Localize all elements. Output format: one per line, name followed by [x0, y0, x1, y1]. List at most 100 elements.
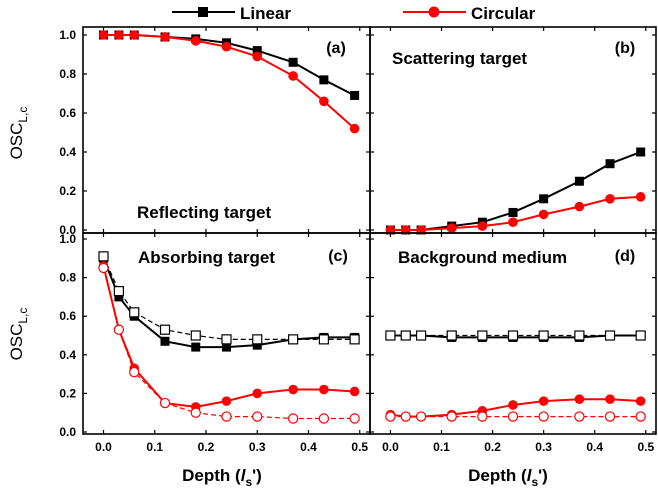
data-point [574, 394, 585, 404]
data-point [507, 330, 519, 341]
data-point [538, 209, 549, 220]
panel-frame [369, 232, 657, 435]
legend: Linear Circular [172, 4, 536, 23]
data-point [113, 324, 125, 335]
data-point [349, 386, 360, 397]
data-point [129, 307, 140, 318]
legend-circular-label: Circular [471, 4, 536, 23]
panel-1: Scattering target (b) [369, 26, 657, 235]
data-point [477, 411, 488, 422]
x-tick-label: 0.4 [586, 440, 603, 454]
series-line [102, 256, 355, 340]
data-point [160, 336, 170, 346]
data-point [114, 30, 124, 40]
data-point [221, 411, 232, 422]
data-point [252, 340, 262, 350]
x-tick-label: 0.5 [351, 440, 368, 454]
y-axis-label-top: OSCL,c [7, 107, 30, 160]
series-line [102, 267, 355, 420]
data-point [159, 324, 171, 335]
data-point [508, 217, 518, 227]
panel-title: Background medium [398, 248, 567, 267]
legend-linear-marker [198, 7, 208, 17]
data-point [288, 57, 298, 67]
series-line [390, 398, 641, 418]
data-point [190, 407, 201, 418]
legend-circular-marker [428, 6, 440, 18]
x-tick-label: 0.4 [300, 440, 317, 454]
y-tick-label: 0.4 [59, 348, 76, 362]
data-point [129, 30, 140, 40]
data-point [222, 342, 231, 352]
panel-label: (a) [326, 40, 346, 57]
data-point [635, 396, 646, 406]
data-point [98, 30, 109, 40]
data-point [287, 413, 299, 424]
data-point [349, 413, 360, 424]
y-tick-label: 0.6 [59, 106, 76, 120]
x-axis-label-left: Depth (ls') [182, 466, 262, 489]
data-point [221, 41, 232, 52]
series-line [102, 265, 355, 408]
y-tick-label: 0.2 [59, 386, 76, 400]
data-point [160, 32, 170, 42]
data-point [385, 330, 396, 341]
data-point [114, 292, 124, 302]
x-tick-label: 0.2 [198, 440, 215, 454]
data-point [538, 396, 549, 406]
data-point [415, 411, 427, 422]
data-point [605, 194, 615, 204]
data-point [191, 342, 201, 352]
y-tick-label: 0.0 [59, 425, 76, 439]
y-tick-label: 0.8 [59, 271, 76, 285]
data-point [539, 194, 549, 204]
data-point [288, 334, 299, 345]
data-point [446, 411, 457, 422]
data-point [508, 207, 518, 217]
data-point [636, 147, 646, 157]
data-point [350, 90, 360, 100]
data-point [98, 251, 109, 262]
series-line [102, 257, 355, 349]
series-line [390, 334, 641, 339]
data-point [190, 330, 201, 341]
data-point [252, 411, 263, 422]
x-tick-label: 0.0 [382, 440, 399, 454]
data-point [605, 159, 615, 169]
data-point [508, 400, 518, 410]
panel-label: (d) [615, 248, 635, 265]
data-point [349, 334, 360, 345]
data-point [574, 201, 585, 212]
data-point [538, 411, 549, 422]
data-point [318, 413, 330, 424]
data-point [635, 411, 646, 422]
data-point [477, 330, 488, 341]
y-tick-label: 1.0 [59, 232, 76, 246]
y-axis-label-bottom: OSCL,c [7, 308, 30, 361]
panel-label: (c) [328, 248, 348, 265]
data-point [319, 384, 329, 395]
panel-title: Absorbing target [138, 248, 275, 267]
x-tick-label: 0.2 [484, 440, 501, 454]
panel-label: (b) [615, 40, 635, 57]
x-tick-label: 0.3 [535, 440, 552, 454]
data-point [349, 123, 360, 134]
y-tick-label: 0.0 [59, 223, 76, 237]
data-point [605, 394, 615, 404]
data-point [635, 330, 646, 341]
data-point [129, 366, 140, 378]
panel-3: 0.0 0.1 0.2 0.3 0.4 0.5 Background medium (d) [369, 232, 657, 454]
x-tick-label: 0.1 [433, 440, 450, 454]
y-tick-label: 1.0 [59, 28, 76, 42]
panels: 0.0 0.2 0.4 0.6 0.8 1.0 Reflecting target (a) Sc… [59, 26, 657, 454]
data-point [221, 334, 232, 345]
y-tick-label: 0.4 [59, 145, 76, 159]
data-point [507, 411, 519, 422]
data-point [574, 330, 585, 341]
data-point [98, 262, 109, 274]
data-point [635, 192, 646, 202]
data-point [252, 388, 263, 399]
data-point [288, 71, 298, 81]
data-point [385, 411, 396, 422]
